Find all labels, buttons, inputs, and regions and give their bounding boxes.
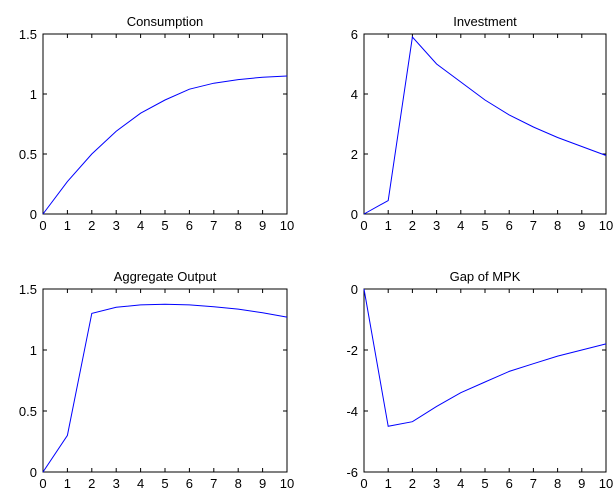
x-tick-label: 2 — [409, 218, 416, 233]
y-tick-label: 0.5 — [19, 147, 37, 162]
x-tick-label: 8 — [235, 218, 242, 233]
chart-title: Investment — [453, 14, 517, 29]
x-tick-label: 5 — [161, 218, 168, 233]
x-tick-label: 10 — [280, 476, 294, 491]
x-tick-label: 7 — [210, 476, 217, 491]
y-tick-label: 0.5 — [19, 404, 37, 419]
x-tick-label: 6 — [506, 476, 513, 491]
x-tick-label: 2 — [88, 218, 95, 233]
chart-title: Aggregate Output — [114, 269, 217, 284]
y-tick-label: 2 — [351, 147, 358, 162]
y-tick-label: 1.5 — [19, 27, 37, 42]
y-tick-label: 1 — [30, 87, 37, 102]
x-tick-label: 10 — [599, 476, 613, 491]
x-tick-label: 1 — [385, 218, 392, 233]
subplot-4: Gap of MPK 0 1 2 3 4 5 6 7 8 9 10 -6 -4 -2 0 — [346, 269, 613, 491]
y-tick-label: 0 — [30, 465, 37, 480]
x-tick-label: 0 — [39, 476, 46, 491]
x-tick-label: 6 — [186, 476, 193, 491]
subplot-1: Consumption 0 1 2 3 4 5 6 7 8 9 10 0 0.5 1 1.5 — [19, 14, 294, 233]
x-tick-label: 4 — [457, 218, 464, 233]
y-tick-label: 1 — [30, 343, 37, 358]
x-tick-label: 8 — [554, 476, 561, 491]
x-tick-label: 2 — [88, 476, 95, 491]
x-tick-label: 9 — [259, 218, 266, 233]
x-tick-label: 5 — [481, 218, 488, 233]
plot-area — [42, 288, 288, 473]
x-tick-label: 0 — [360, 476, 367, 491]
x-tick-label: 10 — [280, 218, 294, 233]
subplot-2: Investment 0 1 2 3 4 5 6 7 8 9 10 0 2 4 6 — [351, 14, 613, 233]
plot-area — [363, 288, 607, 473]
y-tick-label: 4 — [351, 87, 358, 102]
x-tick-label: 8 — [235, 476, 242, 491]
plot-area — [363, 33, 607, 215]
x-tick-label: 0 — [39, 218, 46, 233]
x-tick-label: 6 — [186, 218, 193, 233]
y-tick-label: 0 — [351, 207, 358, 222]
x-tick-label: 3 — [113, 218, 120, 233]
x-tick-label: 4 — [137, 218, 144, 233]
x-tick-label: 1 — [385, 476, 392, 491]
x-tick-label: 4 — [457, 476, 464, 491]
x-tick-label: 3 — [433, 476, 440, 491]
x-tick-label: 9 — [578, 476, 585, 491]
x-tick-label: 7 — [530, 476, 537, 491]
x-tick-label: 1 — [64, 476, 71, 491]
y-tick-label: 0 — [351, 282, 358, 297]
subplot-3: Aggregate Output 0 1 2 3 4 5 6 7 8 9 10 0 0.5 1 1.5 — [19, 269, 294, 491]
x-tick-label: 4 — [137, 476, 144, 491]
x-tick-label: 5 — [481, 476, 488, 491]
chart-title: Consumption — [127, 14, 204, 29]
x-tick-label: 1 — [64, 218, 71, 233]
x-tick-label: 7 — [210, 218, 217, 233]
y-tick-label: 0 — [30, 207, 37, 222]
y-tick-label: -6 — [346, 465, 358, 480]
x-tick-label: 8 — [554, 218, 561, 233]
x-tick-label: 2 — [409, 476, 416, 491]
x-tick-label: 9 — [259, 476, 266, 491]
y-tick-label: -2 — [346, 343, 358, 358]
x-tick-label: 9 — [578, 218, 585, 233]
x-tick-label: 3 — [433, 218, 440, 233]
x-tick-label: 5 — [161, 476, 168, 491]
x-tick-label: 10 — [599, 218, 613, 233]
y-tick-label: -4 — [346, 404, 358, 419]
x-tick-label: 6 — [506, 218, 513, 233]
y-tick-label: 1.5 — [19, 282, 37, 297]
chart-title: Gap of MPK — [450, 269, 521, 284]
x-tick-label: 3 — [113, 476, 120, 491]
x-tick-label: 7 — [530, 218, 537, 233]
x-tick-label: 0 — [360, 218, 367, 233]
y-tick-label: 6 — [351, 27, 358, 42]
plot-area — [42, 33, 288, 215]
